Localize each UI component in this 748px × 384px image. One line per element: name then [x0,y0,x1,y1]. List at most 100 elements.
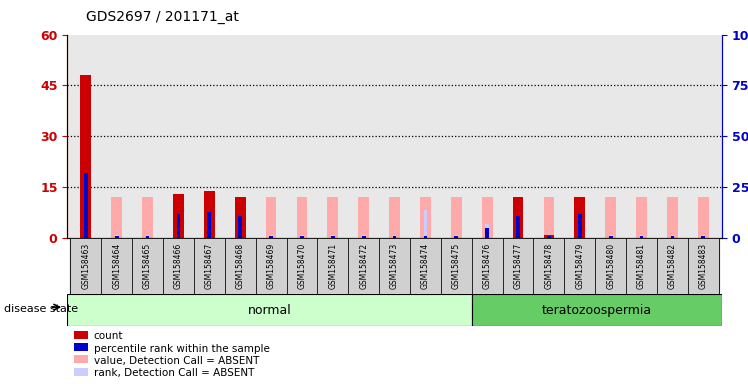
Bar [640,235,643,238]
Bar [472,238,503,294]
Text: GSM158467: GSM158467 [205,243,214,289]
Bar [393,235,396,238]
Bar [702,235,705,238]
Bar [269,236,273,238]
Text: GSM158474: GSM158474 [421,243,430,289]
Bar [702,236,705,238]
Bar [300,236,304,238]
Text: GSM158469: GSM158469 [266,243,275,289]
Bar [670,235,674,238]
Bar [235,197,245,238]
Bar [74,331,88,339]
Text: GSM158471: GSM158471 [328,243,337,289]
Bar [362,235,366,238]
Bar [328,197,338,238]
Bar [286,238,317,294]
Bar [544,235,554,238]
Bar [441,238,472,294]
Bar [81,75,91,238]
Bar [609,236,613,238]
Bar [207,212,211,238]
Text: GSM158464: GSM158464 [112,243,121,289]
Text: GSM158483: GSM158483 [699,243,708,289]
Bar [317,238,349,294]
Text: GSM158463: GSM158463 [82,243,91,289]
Bar [142,197,153,238]
Text: GSM158468: GSM158468 [236,243,245,289]
Text: GSM158473: GSM158473 [390,243,399,289]
Bar [578,214,582,238]
Bar [636,197,647,238]
Bar [574,197,585,238]
Bar [379,238,410,294]
Bar [605,197,616,238]
Bar [485,228,489,238]
Bar [423,236,427,238]
Bar [595,238,626,294]
Bar [67,295,473,326]
Bar [503,238,533,294]
Bar [74,343,88,351]
Bar [331,235,334,238]
Bar [74,368,88,376]
Bar [269,235,273,238]
Text: percentile rank within the sample: percentile rank within the sample [94,344,269,354]
Text: value, Detection Call = ABSENT: value, Detection Call = ABSENT [94,356,259,366]
Bar [163,238,194,294]
Bar [482,197,493,238]
Bar [626,238,657,294]
Bar [698,197,708,238]
Text: normal: normal [248,304,292,316]
Bar [547,236,551,238]
Bar [239,216,242,238]
Bar [667,197,678,238]
Bar [115,236,119,238]
Text: GSM158472: GSM158472 [359,243,368,289]
Text: GSM158482: GSM158482 [668,243,677,289]
Bar [547,235,551,238]
Bar [455,236,459,238]
Text: count: count [94,331,123,341]
Bar [533,238,565,294]
Bar [516,216,520,238]
Bar [657,238,688,294]
Bar [544,197,554,238]
Text: GSM158465: GSM158465 [143,243,152,289]
Text: disease state: disease state [4,304,78,314]
Bar [115,235,119,238]
Bar [609,235,613,238]
Bar [349,238,379,294]
Bar [146,236,150,238]
Bar [331,236,334,238]
Bar [512,197,524,238]
Bar [578,212,582,238]
Bar [177,214,180,238]
Bar [146,235,150,238]
Bar [389,197,400,238]
Text: GSM158477: GSM158477 [514,243,523,289]
Text: GSM158480: GSM158480 [606,243,615,289]
Bar [688,238,719,294]
Bar [266,197,277,238]
Text: rank, Detection Call = ABSENT: rank, Detection Call = ABSENT [94,368,254,378]
Bar [256,238,286,294]
Bar [362,236,366,238]
Bar [420,197,431,238]
Bar [84,173,88,238]
Bar [296,197,307,238]
Bar [423,210,427,238]
Bar [194,238,224,294]
Text: GSM158481: GSM158481 [637,243,646,289]
Bar [101,238,132,294]
Bar [204,190,215,238]
Text: GSM158470: GSM158470 [298,243,307,289]
Bar [485,224,489,238]
Bar [670,236,674,238]
Bar [70,238,101,294]
Bar [393,236,396,238]
Text: GSM158479: GSM158479 [575,243,584,289]
Bar [451,197,462,238]
Bar [473,295,722,326]
Text: GSM158476: GSM158476 [482,243,491,289]
Text: teratozoospermia: teratozoospermia [542,304,652,316]
